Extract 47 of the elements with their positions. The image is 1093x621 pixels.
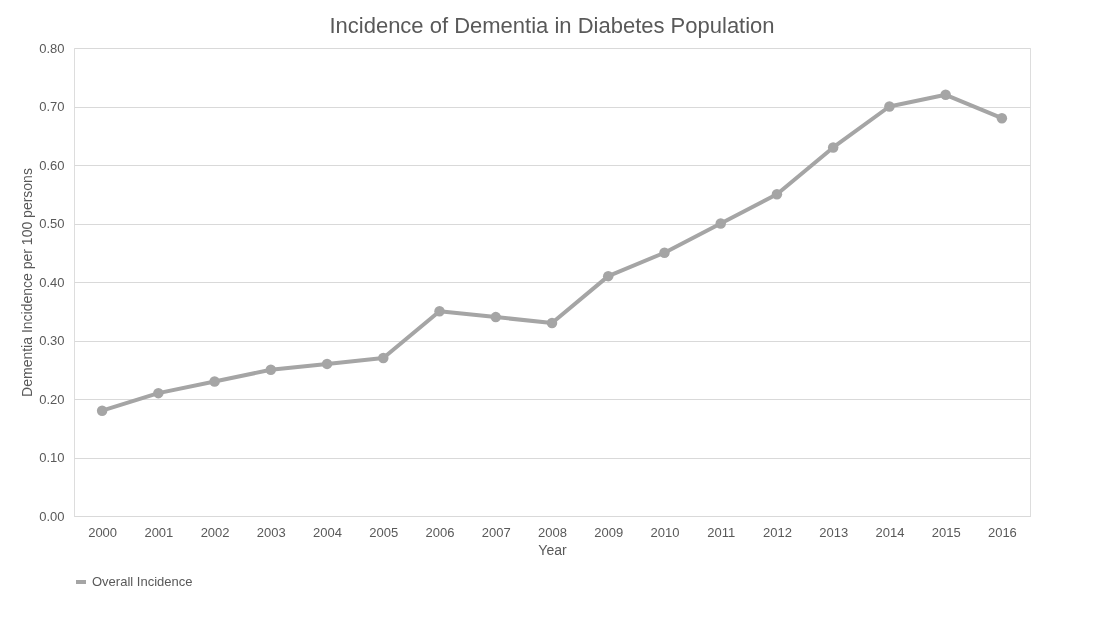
y-tick-label: 0.80: [39, 40, 65, 56]
point: [490, 311, 502, 323]
x-tick-label: 2016: [987, 524, 1017, 540]
x-tick-label: 2009: [594, 524, 624, 540]
point: [378, 352, 389, 364]
y-tick-label: 0.50: [39, 216, 65, 231]
x-tick-label: 2008: [538, 524, 567, 540]
point: [996, 112, 1008, 124]
point: [434, 306, 445, 317]
x-tick-label: 2000: [88, 524, 118, 540]
y-axis-title: Dementia Incidence per 100 persons: [19, 168, 36, 397]
point: [96, 405, 108, 416]
chart-title: Incidence of Dementia in Diabetes Population: [329, 13, 775, 38]
x-tick-label: 2001: [144, 524, 174, 540]
y-tick-label: 0.70: [39, 99, 65, 114]
x-tick-label: 2003: [256, 524, 286, 540]
legend-label: Overall Incidence: [92, 574, 193, 589]
x-tick-label: 2007: [481, 524, 511, 540]
point: [827, 142, 839, 153]
x-tick-label: 2012: [762, 524, 792, 540]
y-tick-label: 0.20: [39, 391, 65, 407]
x-tick-label: 2004: [313, 524, 343, 540]
point: [659, 247, 670, 258]
x-tick-label: 2011: [707, 524, 736, 540]
point: [265, 364, 277, 375]
x-tick-label: 2015: [931, 524, 961, 540]
x-tick-label: 2006: [425, 524, 455, 540]
x-tick-label: 2013: [819, 524, 849, 540]
y-tick-label: 0.60: [39, 157, 65, 173]
x-axis-title: Year: [538, 541, 567, 558]
x-tick-label: 2014: [875, 524, 905, 540]
y-tick-label: 0.00: [39, 508, 65, 524]
x-tick-label: 2002: [200, 524, 230, 540]
y-tick-label: 0.30: [39, 333, 65, 348]
y-tick-label: 0.40: [39, 274, 65, 290]
x-tick-label: 2005: [369, 524, 399, 540]
point: [209, 376, 220, 387]
point: [771, 189, 783, 200]
point: [321, 358, 333, 370]
point: [715, 218, 726, 229]
point: [940, 89, 951, 101]
point: [546, 317, 558, 329]
point: [602, 270, 614, 282]
point: [153, 387, 164, 399]
y-tick-label: 0.10: [39, 450, 65, 465]
x-tick-label: 2010: [650, 524, 680, 540]
point: [884, 101, 895, 112]
